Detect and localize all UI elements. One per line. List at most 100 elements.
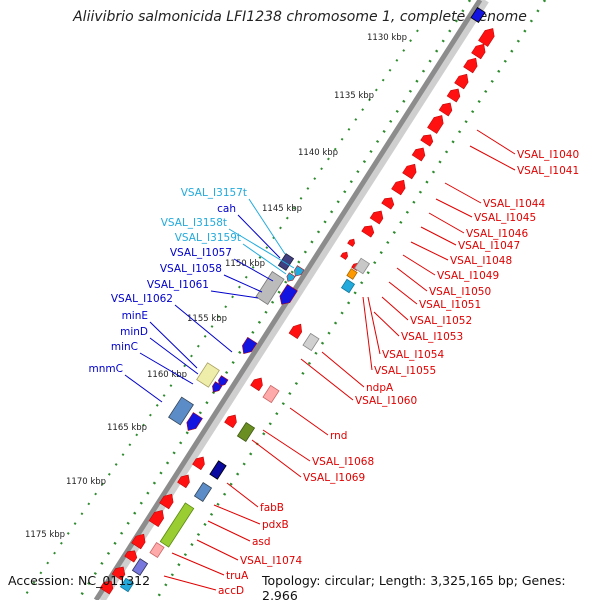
- leader-line: [237, 214, 281, 259]
- forward-box-steel: [193, 482, 213, 502]
- forward-box-cyan: [119, 577, 135, 593]
- gene-label: mnmC: [89, 363, 123, 375]
- gene-label: cah: [217, 203, 236, 215]
- gene-label: VSAL_I1050: [429, 286, 491, 298]
- forward-box-cyan: [340, 278, 356, 294]
- leader-line: [402, 254, 436, 276]
- forward-cds-arrow: [471, 43, 486, 60]
- leader-line: [420, 226, 457, 246]
- leader-line: [428, 212, 465, 234]
- reverse-cds-arrow: [212, 381, 223, 393]
- forward-cds-arrow: [148, 509, 164, 528]
- gene-label: VSAL_I3157t: [181, 187, 247, 199]
- gene-label: asd: [252, 536, 271, 548]
- forward-cds-arrow: [224, 414, 237, 429]
- forward-box-lime: [159, 502, 195, 548]
- leader-line: [149, 337, 199, 375]
- map-title: Aliivibrio salmonicida LFI1238 chromosom…: [73, 9, 527, 25]
- forward-cds-arrow: [411, 147, 426, 162]
- gene-label: rnd: [330, 430, 347, 442]
- leader-line: [289, 407, 329, 436]
- forward-cds-arrow: [361, 225, 375, 238]
- leader-line: [381, 296, 409, 321]
- gene-label: VSAL_I1058: [160, 263, 222, 275]
- leader-line: [373, 311, 400, 337]
- forward-cds-arrow: [159, 493, 174, 510]
- forward-cds-arrow: [250, 377, 263, 392]
- gene-features: [99, 6, 495, 595]
- forward-box-grey: [353, 257, 371, 275]
- leader-line: [321, 351, 365, 388]
- reverse-box-cah: [277, 253, 295, 271]
- gene-label: VSAL_I1068: [312, 456, 374, 468]
- forward-cds-arrow: [369, 210, 384, 225]
- reverse-cds-arrow: [186, 412, 203, 431]
- leader-line: [124, 374, 163, 403]
- leader-line: [171, 552, 225, 576]
- gene-label: VSAL_I1074: [240, 555, 302, 567]
- leader-line: [149, 321, 198, 369]
- gene-label: VSAL_I1046: [466, 228, 528, 240]
- gene-label: VSAL_I3159t: [175, 232, 241, 244]
- gene-label: VSAL_I1049: [437, 270, 499, 282]
- tick-label: 1165 kbp: [107, 423, 147, 433]
- tick-label: 1155 kbp: [187, 314, 227, 324]
- leader-line: [233, 258, 274, 282]
- gene-label: VSAL_I1044: [483, 198, 545, 210]
- gene-label: truA: [226, 570, 249, 582]
- leader-line: [435, 198, 473, 218]
- leader-line: [196, 539, 239, 561]
- forward-cds-arrow: [381, 197, 395, 210]
- tick-label: 1175 kbp: [25, 530, 65, 540]
- gene-label: VSAL_I1060: [355, 395, 417, 407]
- forward-box-orange: [346, 268, 358, 280]
- gene-label: VSAL_I1055: [374, 365, 436, 377]
- gene-label: VSAL_I1062: [111, 293, 173, 305]
- leader-line: [262, 429, 311, 462]
- topology-text: Topology: circular; Length: 3,325,165 bp…: [262, 573, 566, 600]
- gene-label: ndpA: [366, 382, 394, 394]
- tick-label: 1130 kbp: [367, 33, 407, 43]
- leader-line: [242, 243, 287, 275]
- forward-cds-arrow: [288, 323, 302, 339]
- forward-box-grey: [302, 332, 320, 352]
- forward-cds-arrow: [391, 179, 406, 196]
- leader-line: [174, 304, 233, 353]
- forward-cds-arrow: [99, 580, 114, 595]
- accession-text: Accession: NC_011312: [8, 573, 151, 588]
- leader-line: [410, 241, 449, 261]
- forward-box-pink: [149, 541, 165, 559]
- forward-box-blue: [470, 6, 486, 24]
- tick-label: 1150 kbp: [225, 259, 265, 269]
- forward-cds-arrow: [438, 102, 453, 117]
- leader-line: [228, 228, 295, 269]
- gene-label: minD: [120, 326, 148, 338]
- forward-box-pink: [262, 384, 280, 404]
- gene-label: minC: [111, 341, 138, 353]
- leader-line: [444, 182, 482, 204]
- forward-box-navy: [209, 460, 227, 480]
- leader-line: [388, 281, 418, 305]
- leader-line: [226, 482, 259, 508]
- forward-cds-arrow: [402, 163, 417, 180]
- forward-cds-small: [347, 238, 355, 247]
- rna-arrow: [286, 272, 296, 282]
- leader-line: [207, 520, 251, 542]
- leader-line: [362, 296, 373, 371]
- label-leaders: [124, 129, 516, 591]
- gene-label: VSAL_I1048: [450, 255, 512, 267]
- gene-label: pdxB: [262, 519, 289, 531]
- leader-line: [251, 439, 302, 478]
- leader-line: [396, 267, 428, 292]
- reverse-cds-arrow: [242, 336, 258, 355]
- gene-labels: VSAL_I1040 VSAL_I1041 VSAL_I1044 VSAL_I1045…: [89, 149, 580, 597]
- forward-cds-arrow: [124, 550, 138, 563]
- gene-label: VSAL_I1047: [458, 240, 520, 252]
- tick-label: 1140 kbp: [298, 148, 338, 158]
- gene-label: VSAL_I1040: [517, 149, 579, 161]
- tick-ring-outer: [154, 0, 547, 600]
- reverse-box-steel: [168, 396, 194, 426]
- forward-cds-arrow: [446, 88, 461, 103]
- gene-label: fabB: [260, 502, 284, 514]
